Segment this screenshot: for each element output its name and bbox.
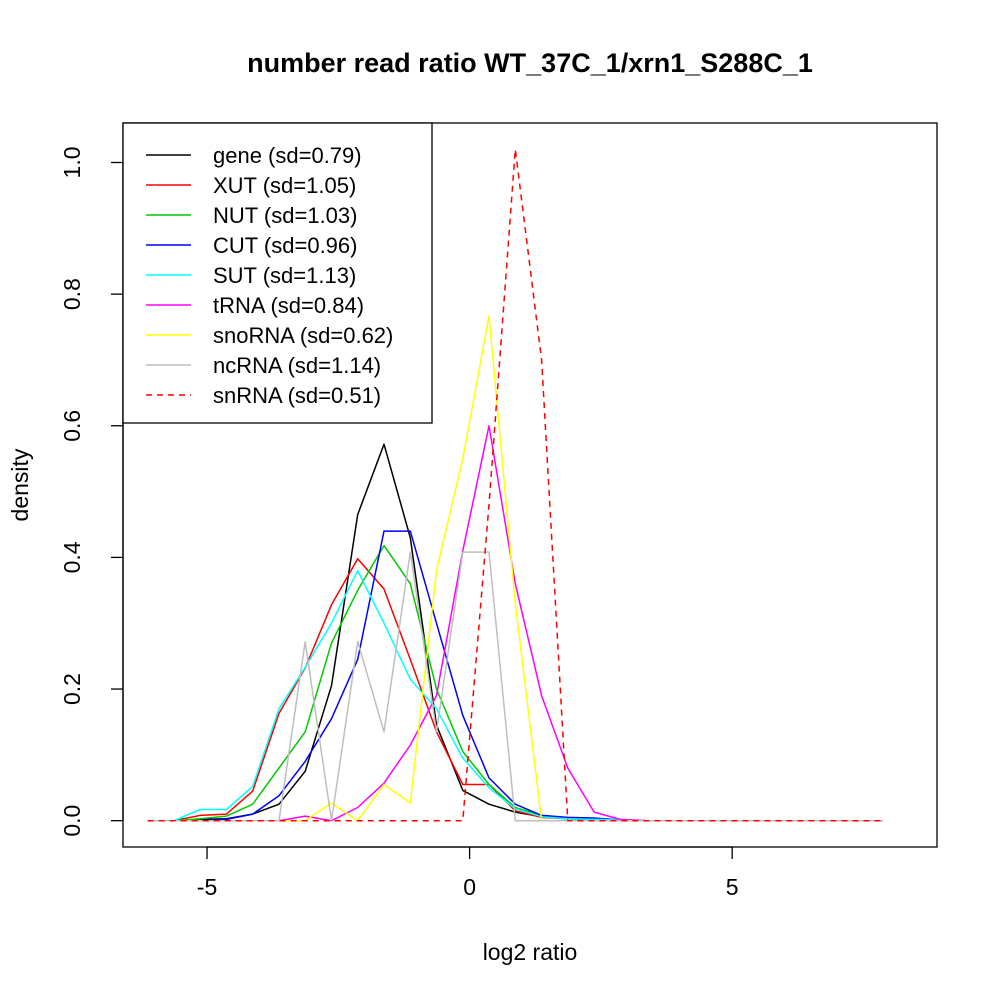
legend-items: gene (sd=0.79) XUT (sd=1.05) NUT (sd=1.03)… xyxy=(146,143,393,408)
legend-label: NUT (sd=1.03) xyxy=(213,203,357,228)
chart-title: number read ratio WT_37C_1/xrn1_S288C_1 xyxy=(247,48,813,78)
y-tick-label: 0.0 xyxy=(59,805,85,837)
y-axis: 0.0 0.2 0.4 0.6 0.8 1.0 xyxy=(59,146,124,837)
y-tick-label: 0.8 xyxy=(59,278,85,310)
y-axis-label: density xyxy=(7,448,33,521)
legend-label: gene (sd=0.79) xyxy=(213,143,362,168)
legend-label: XUT (sd=1.05) xyxy=(213,173,356,198)
legend-label: snRNA (sd=0.51) xyxy=(213,383,381,408)
x-tick-label: -5 xyxy=(197,874,217,900)
x-axis: -5 0 5 xyxy=(197,846,739,900)
series-line-7 xyxy=(147,551,883,822)
y-tick-label: 0.4 xyxy=(59,541,85,573)
x-tick-label: 5 xyxy=(726,874,739,900)
legend-label: ncRNA (sd=1.14) xyxy=(213,353,381,378)
legend-label: CUT (sd=0.96) xyxy=(213,233,357,258)
x-tick-label: 0 xyxy=(463,874,476,900)
legend-box xyxy=(122,122,433,424)
legend-label: snoRNA (sd=0.62) xyxy=(213,323,393,348)
y-tick-label: 0.2 xyxy=(59,673,85,705)
series-layer xyxy=(147,148,883,822)
series-line-8 xyxy=(147,148,883,822)
legend: gene (sd=0.79) XUT (sd=1.05) NUT (sd=1.03)… xyxy=(122,122,433,424)
series-line-5 xyxy=(147,425,883,822)
y-tick-label: 0.6 xyxy=(59,410,85,442)
series-line-0 xyxy=(147,443,883,822)
y-tick-label: 1.0 xyxy=(59,146,85,178)
x-axis-label: log2 ratio xyxy=(483,939,578,965)
legend-label: tRNA (sd=0.84) xyxy=(213,293,364,318)
legend-label: SUT (sd=1.13) xyxy=(213,263,356,288)
